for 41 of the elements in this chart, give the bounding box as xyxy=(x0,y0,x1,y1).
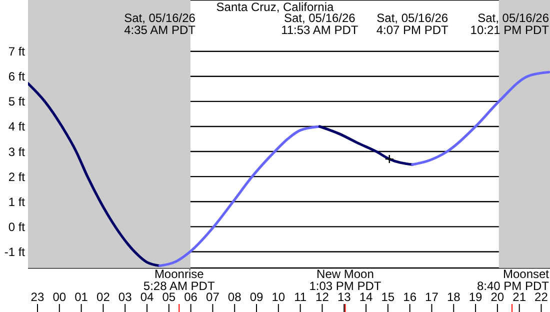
x-tick-label: 06 xyxy=(184,290,198,304)
x-tick-label: 22 xyxy=(534,290,548,304)
x-tick-label: 12 xyxy=(316,290,330,304)
annotation: Sat, 05/16/26 10:21 PM PDT xyxy=(470,11,550,37)
x-tick-label: 18 xyxy=(446,290,461,304)
x-tick-label: 08 xyxy=(228,290,242,304)
annotation: Sat, 05/16/26 4:07 PM PDT xyxy=(376,11,450,37)
x-tick-label: 16 xyxy=(403,290,417,304)
x-tick-label: 19 xyxy=(468,290,483,304)
x-tick-label: 14 xyxy=(359,290,374,304)
y-tick-label: 4 ft xyxy=(8,120,26,134)
y-tick-label: 7 ft xyxy=(8,44,26,59)
x-tick-label: 07 xyxy=(206,290,220,304)
x-tick-label: 00 xyxy=(52,290,66,304)
y-tick-label: 1 ft xyxy=(8,194,26,209)
x-tick-label: 02 xyxy=(96,290,110,304)
x-tick-label: 09 xyxy=(250,290,264,304)
y-tick-label: 5 ft xyxy=(8,94,26,109)
x-tick-label: 13 xyxy=(337,290,352,304)
y-tick-label: 6 ft xyxy=(8,70,26,84)
ref-line-label: Moonrise 5:28 AM PDT xyxy=(143,267,216,293)
y-tick-label: -1 ft xyxy=(4,244,26,259)
x-tick-label: 17 xyxy=(425,290,439,304)
ref-line-label: New Moon 1:03 PM PDT xyxy=(309,267,382,293)
x-tick-label: 15 xyxy=(381,290,395,304)
y-tick-label: 2 ft xyxy=(8,170,26,184)
chart-title: Santa Cruz, California xyxy=(216,0,334,14)
ref-line-label: Moonset 8:40 PM PDT xyxy=(476,267,550,293)
x-tick-label: 21 xyxy=(512,290,526,304)
x-tick-label: 20 xyxy=(490,290,504,304)
y-tick-label: 0 ft xyxy=(8,220,26,234)
annotation: Sat, 05/16/26 4:35 AM PDT xyxy=(124,11,196,37)
annotation: Sat, 05/16/26 11:53 AM PDT xyxy=(281,11,359,37)
x-tick-label: 01 xyxy=(74,290,88,304)
x-tick-label: 11 xyxy=(294,290,307,304)
y-tick-label: 3 ft xyxy=(8,144,26,159)
x-tick-label: 03 xyxy=(118,290,132,304)
x-tick-label: 23 xyxy=(30,290,44,304)
x-tick-label: 10 xyxy=(272,290,286,304)
x-tick-label: 05 xyxy=(162,290,176,304)
x-tick-label: 04 xyxy=(140,290,154,304)
